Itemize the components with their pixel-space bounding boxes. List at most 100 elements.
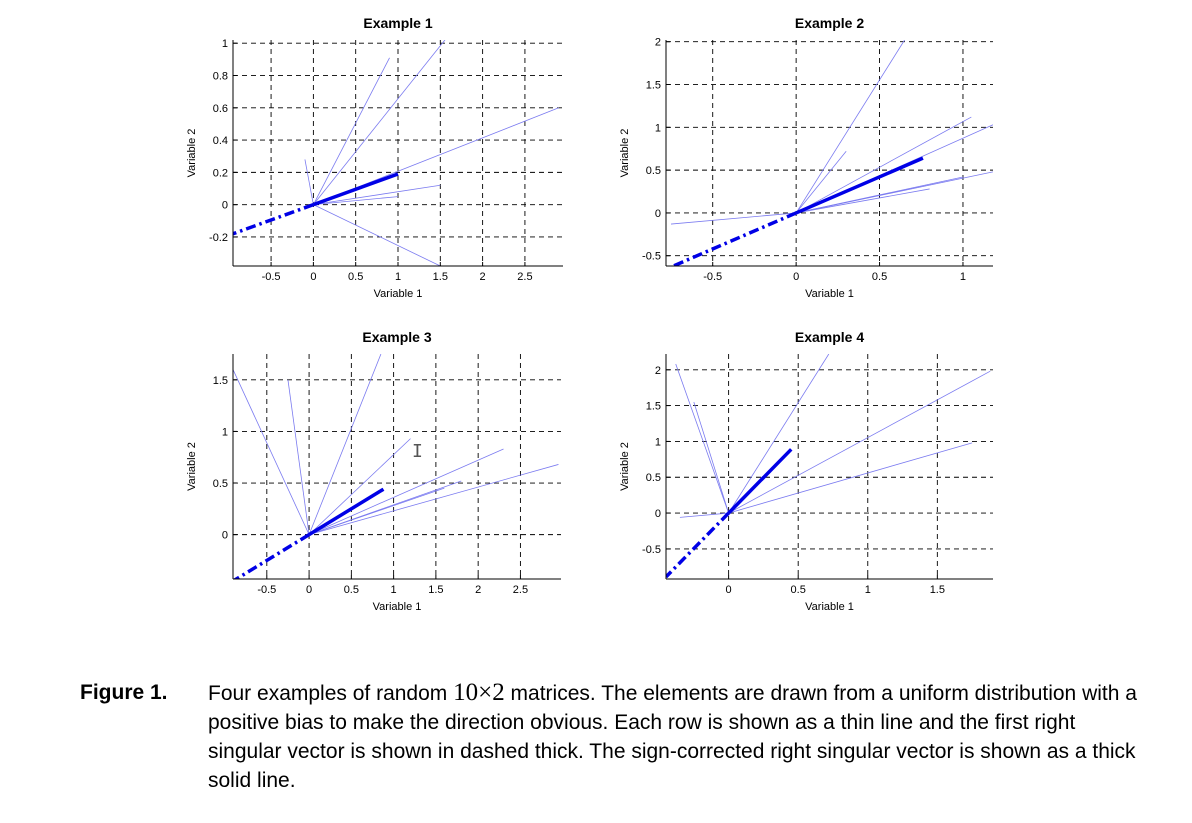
y-tick-label: 0 xyxy=(222,200,228,212)
row-vector-line xyxy=(728,442,973,514)
sign-corrected-vector xyxy=(795,156,924,215)
singular-vector-dashed xyxy=(233,203,314,236)
caption-text-before: Four examples of random xyxy=(208,682,454,705)
row-vector-line xyxy=(675,363,729,514)
x-tick-label: 0 xyxy=(793,271,799,283)
singular-vector-dashed xyxy=(666,511,730,579)
chart-panel-3: -0.5 0 0.5 1 1.5 2 2.5 0 0.5 1 1.5 Example 3 Variabl… xyxy=(186,329,561,613)
x-tick-label: 1 xyxy=(960,271,966,283)
chart-panel-4: 0 0.5 1 1.5 -0.5 0 0.5 1 1.5 2 Example 4 Variable 1… xyxy=(619,329,993,613)
row-vector-line xyxy=(313,184,441,206)
y-axis-label: Variable 2 xyxy=(619,129,631,178)
x-tick-label: 0.5 xyxy=(791,584,806,596)
caption-math: 10×2 xyxy=(453,679,505,706)
data-lines xyxy=(666,354,991,579)
y-tick-label: 1.5 xyxy=(213,375,228,387)
row-vector-line xyxy=(795,116,972,214)
x-tick-label: -0.5 xyxy=(262,271,281,283)
row-vector-line xyxy=(795,151,847,214)
x-tick-label: -0.5 xyxy=(703,271,722,283)
row-vector-line xyxy=(728,370,991,514)
y-tick-label: 2 xyxy=(655,365,661,377)
row-vector-line xyxy=(313,204,441,266)
x-tick-label: 0 xyxy=(310,271,316,283)
chart-panel-1: -0.5 0 0.5 1 1.5 2 2.5 -0.2 0 0.2 0.4 0.6 0.8 1 Exampl… xyxy=(186,15,563,300)
row-vector-line xyxy=(304,159,314,205)
y-tick-label: 0 xyxy=(655,208,661,220)
x-axis-label: Variable 1 xyxy=(805,601,854,613)
row-vector-line xyxy=(313,57,390,205)
y-tick-label: 1 xyxy=(655,436,661,448)
row-vector-line xyxy=(796,176,964,214)
row-vector-line xyxy=(795,40,905,214)
row-vector-line xyxy=(679,512,729,518)
y-tick-label: 0.8 xyxy=(213,71,228,83)
y-tick-label: -0.5 xyxy=(642,544,661,556)
row-vector-line xyxy=(308,438,411,535)
row-vector-line xyxy=(728,354,830,514)
chart-title: Example 3 xyxy=(362,329,431,345)
row-vector-line xyxy=(233,369,310,535)
x-tick-label: 1.5 xyxy=(433,271,448,283)
row-vector-line xyxy=(313,40,446,205)
x-tick-label: 2.5 xyxy=(517,271,532,283)
x-tick-label: 1 xyxy=(395,271,401,283)
y-tick-label: -0.5 xyxy=(642,251,661,263)
x-tick-label: 0 xyxy=(306,584,312,596)
row-vector-line xyxy=(796,188,930,214)
y-tick-label: 0 xyxy=(222,530,228,542)
x-tick-label: 1 xyxy=(391,584,397,596)
sign-corrected-vector xyxy=(308,487,385,537)
y-axis-label: Variable 2 xyxy=(619,442,631,491)
y-tick-label: 0.5 xyxy=(646,472,661,484)
y-tick-label: 0.6 xyxy=(213,103,228,115)
x-tick-label: 0.5 xyxy=(348,271,363,283)
y-tick-label: 1 xyxy=(655,122,661,134)
y-tick-label: 0.2 xyxy=(213,167,228,179)
y-tick-label: 1 xyxy=(222,426,228,438)
chart-panel-2: -0.5 0 0.5 1 -0.5 0 0.5 1 1.5 2 Example 2 Variable … xyxy=(619,15,993,300)
y-axis-label: Variable 2 xyxy=(186,442,198,491)
row-vector-line xyxy=(670,212,797,225)
singular-vector-dashed xyxy=(668,211,797,266)
x-axis-label: Variable 1 xyxy=(374,288,423,300)
x-axis-label: Variable 1 xyxy=(805,288,854,300)
y-tick-label: 0.5 xyxy=(646,165,661,177)
x-tick-label: 0 xyxy=(726,584,732,596)
data-lines xyxy=(233,354,559,579)
x-axis-label: Variable 1 xyxy=(373,601,422,613)
x-tick-label: 2 xyxy=(475,584,481,596)
y-tick-label: -0.2 xyxy=(209,232,228,244)
x-tick-label: 2 xyxy=(480,271,486,283)
chart-title: Example 2 xyxy=(795,15,864,31)
x-tick-label: -0.5 xyxy=(257,584,276,596)
y-tick-label: 0.5 xyxy=(213,478,228,490)
x-tick-label: 0.5 xyxy=(344,584,359,596)
y-tick-label: 1.5 xyxy=(646,80,661,92)
caption-text-after: matrices. The elements are drawn from a … xyxy=(208,682,1137,792)
data-lines xyxy=(668,40,993,266)
x-tick-label: 2.5 xyxy=(513,584,528,596)
singular-vector-dashed xyxy=(233,533,310,579)
figure-panels: -0.5 0 0.5 1 1.5 2 2.5 -0.2 0 0.2 0.4 0.6 0.8 1 Exampl… xyxy=(186,15,993,613)
y-tick-label: 1 xyxy=(222,38,228,50)
chart-title: Example 4 xyxy=(795,329,864,345)
y-tick-label: 0 xyxy=(655,508,661,520)
y-tick-label: 2 xyxy=(655,37,661,49)
y-axis-label: Variable 2 xyxy=(186,129,198,178)
sign-corrected-vector xyxy=(727,448,793,515)
text-cursor-icon: I xyxy=(412,441,423,462)
y-tick-label: 0.4 xyxy=(213,135,228,147)
x-tick-label: 1.5 xyxy=(930,584,945,596)
row-vector-line xyxy=(308,487,445,535)
x-tick-label: 1 xyxy=(865,584,871,596)
data-lines xyxy=(233,40,559,266)
sign-corrected-vector xyxy=(312,172,399,207)
caption-label: Figure 1. xyxy=(80,681,168,704)
x-tick-label: 0.5 xyxy=(872,271,887,283)
x-tick-label: 1.5 xyxy=(428,584,443,596)
y-tick-label: 1.5 xyxy=(646,401,661,413)
row-vector-line xyxy=(693,401,729,514)
row-vector-line xyxy=(308,448,504,535)
row-vector-line xyxy=(308,354,382,535)
